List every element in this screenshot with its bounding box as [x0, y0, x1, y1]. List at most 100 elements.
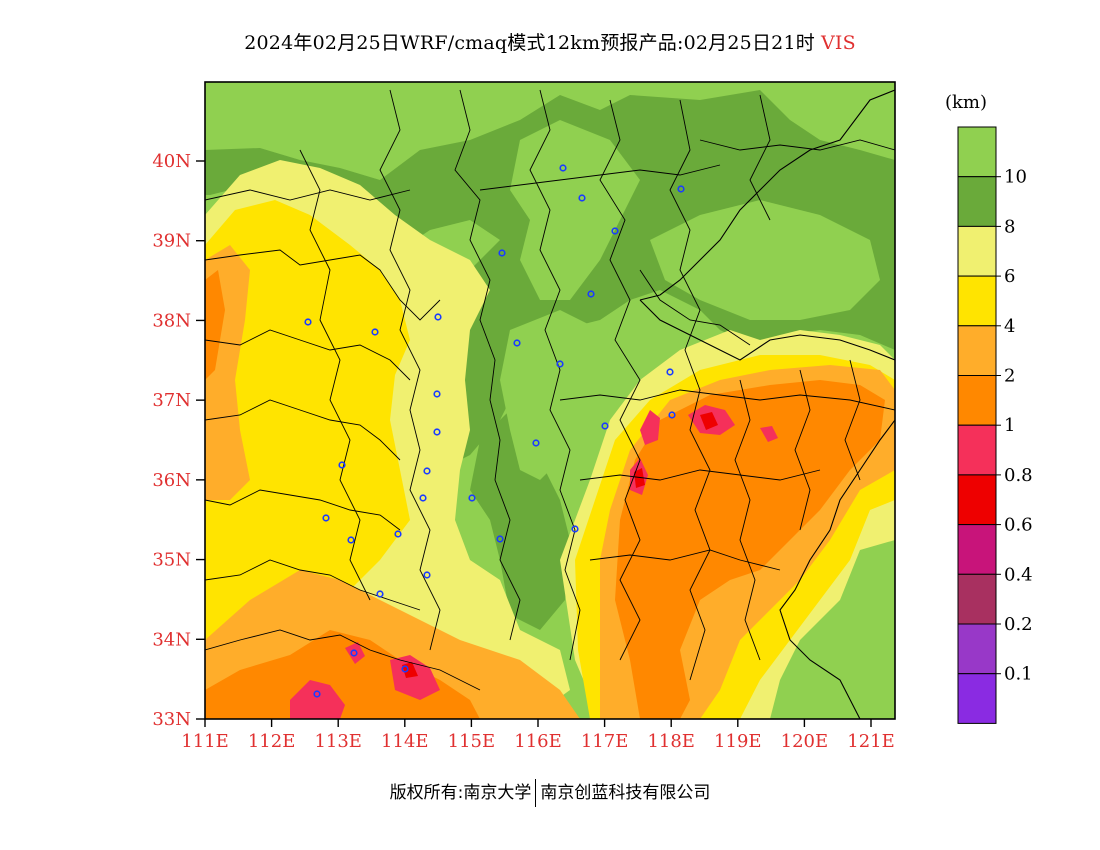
legend-swatch	[957, 623, 997, 675]
copyright-left: 版权所有:南京大学	[389, 783, 532, 803]
legend-label: 0.6	[1004, 515, 1033, 536]
city-marker	[601, 422, 609, 430]
city-marker	[347, 536, 355, 544]
map-title: 2024年02月25日WRF/cmaq模式12km预报产品:02月25日21时 V…	[0, 28, 1100, 55]
city-marker	[376, 590, 384, 598]
lon-tick-label: 118E	[647, 731, 695, 752]
city-marker	[419, 494, 427, 502]
region-gt10-pocket-central	[500, 310, 610, 480]
legend-swatch	[957, 126, 997, 178]
city-marker	[433, 428, 441, 436]
lat-tick-label: 36N	[152, 470, 191, 491]
latitude-axis: 40N 39N 38N 37N 36N 35N 34N 33N	[152, 151, 205, 730]
region-0p6to0p8-a	[700, 412, 718, 430]
legend-swatch	[957, 225, 997, 277]
region-gt10-pocket-northeast	[650, 200, 880, 320]
city-marker	[434, 313, 442, 321]
legend-label: 0.4	[1004, 564, 1033, 585]
legend-swatch	[957, 474, 997, 526]
lon-tick-label: 119E	[714, 731, 762, 752]
legend-swatch	[957, 375, 997, 426]
legend-swatch	[957, 176, 997, 227]
color-legend: (km) 10 8 6 4 2 1 0.8 0.6 0.4 0.2 0.1	[945, 92, 1033, 724]
longitude-axis: 111E 112E 113E 114E 115E 116E 117E 118E 119E 120E…	[181, 719, 895, 752]
region-4to6-west	[205, 200, 410, 719]
lon-tick-label: 115E	[448, 731, 496, 752]
city-marker	[468, 494, 476, 502]
lon-tick-label: 113E	[314, 731, 362, 752]
city-marker	[587, 290, 595, 298]
admin-boundaries	[205, 89, 895, 719]
legend-swatch	[957, 573, 997, 625]
variable-label: VIS	[820, 32, 856, 54]
city-marker	[513, 339, 521, 347]
legend-label: 2	[1004, 366, 1015, 387]
city-marker	[498, 249, 506, 257]
city-marker	[371, 328, 379, 336]
lon-tick-label: 114E	[381, 731, 429, 752]
city-marker	[666, 368, 674, 376]
footer-separator	[535, 779, 537, 807]
lon-tick-label: 111E	[181, 731, 229, 752]
city-marker	[322, 514, 330, 522]
region-1to2-east	[615, 380, 885, 719]
legend-label: 4	[1004, 316, 1015, 337]
city-marker	[532, 439, 540, 447]
legend-swatch	[957, 524, 997, 575]
city-marker	[578, 194, 586, 202]
legend-label: 0.8	[1004, 465, 1033, 486]
legend-swatch	[957, 325, 997, 376]
city-marker	[423, 467, 431, 475]
copyright-right: 南京创蓝科技有限公司	[540, 783, 711, 803]
copyright-footer: 版权所有:南京大学 南京创蓝科技有限公司	[0, 778, 1100, 807]
region-0p8to1-b	[640, 410, 660, 445]
region-8to10-central	[470, 400, 570, 630]
city-marker	[350, 649, 358, 657]
city-marker	[559, 164, 567, 172]
lon-tick-label: 120E	[781, 731, 829, 752]
city-markers	[304, 164, 685, 698]
lon-tick-label: 116E	[514, 731, 562, 752]
lon-tick-label: 112E	[248, 731, 296, 752]
region-0p8to1-e	[290, 680, 345, 719]
visibility-field	[205, 82, 895, 719]
city-marker	[556, 360, 564, 368]
region-0p8to1-g	[345, 642, 365, 664]
city-marker	[668, 411, 676, 419]
lat-tick-label: 40N	[152, 151, 191, 172]
city-marker	[433, 390, 441, 398]
lat-tick-label: 33N	[152, 709, 191, 730]
region-0p6to0p8-b	[634, 468, 645, 488]
city-marker	[401, 665, 409, 673]
city-marker	[338, 461, 346, 469]
city-marker	[394, 530, 402, 538]
city-marker	[611, 227, 619, 235]
legend-label: 0.2	[1004, 614, 1033, 635]
lat-tick-label: 37N	[152, 390, 191, 411]
city-marker	[313, 690, 321, 698]
legend-label: 0.1	[1004, 664, 1033, 685]
city-marker	[677, 185, 685, 193]
lat-tick-label: 38N	[152, 310, 191, 331]
title-text: 2024年02月25日WRF/cmaq模式12km预报产品:02月25日21时	[244, 32, 815, 54]
lat-tick-label: 39N	[152, 231, 191, 252]
legend-swatch	[957, 424, 997, 476]
legend-label: 10	[1004, 167, 1027, 188]
lat-tick-label: 34N	[152, 629, 191, 650]
city-marker	[423, 571, 431, 579]
city-marker	[304, 318, 312, 326]
region-1to2-west	[205, 270, 225, 380]
city-marker	[571, 525, 579, 533]
legend-label: 1	[1004, 415, 1015, 436]
city-marker	[496, 535, 504, 543]
legend-swatch	[957, 673, 997, 724]
lat-tick-label: 35N	[152, 550, 191, 571]
lon-tick-label: 121E	[847, 731, 895, 752]
legend-label: 8	[1004, 216, 1015, 237]
legend-label: 6	[1004, 266, 1015, 287]
legend-swatch	[957, 275, 997, 327]
region-1to2-south	[205, 630, 480, 719]
region-0p8to1-d	[760, 426, 778, 442]
legend-unit: (km)	[945, 92, 987, 113]
